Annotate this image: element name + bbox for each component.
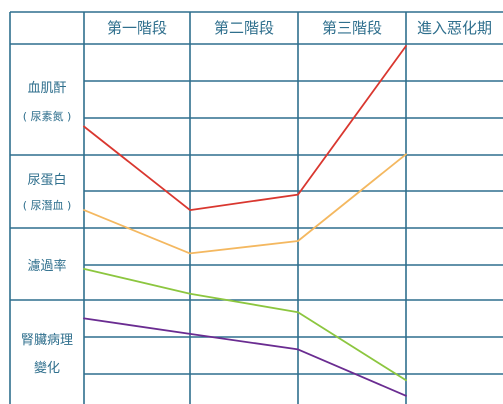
row-label: 濾過率 (27, 258, 66, 274)
series-line (84, 46, 406, 210)
series-lines (84, 46, 406, 396)
series-line (84, 318, 406, 395)
row-label: 尿蛋白 (27, 172, 66, 188)
column-header: 第三階段 (322, 19, 382, 37)
row-label-sub: ( 尿素氮 ) (23, 109, 72, 123)
column-header: 第一階段 (107, 19, 167, 37)
series-line (84, 154, 406, 253)
grid (10, 12, 503, 404)
row-label-sub: 變化 (34, 360, 60, 376)
column-header: 第二階段 (214, 19, 274, 37)
row-label: 血肌酐 (27, 81, 66, 96)
column-headers: 第一階段 第二階段 第三階段 進入惡化期 (107, 19, 492, 37)
row-label: 腎臟病理 (21, 333, 73, 348)
row-label-sub: ( 尿潛血 ) (23, 198, 72, 212)
column-header: 進入惡化期 (417, 19, 492, 37)
